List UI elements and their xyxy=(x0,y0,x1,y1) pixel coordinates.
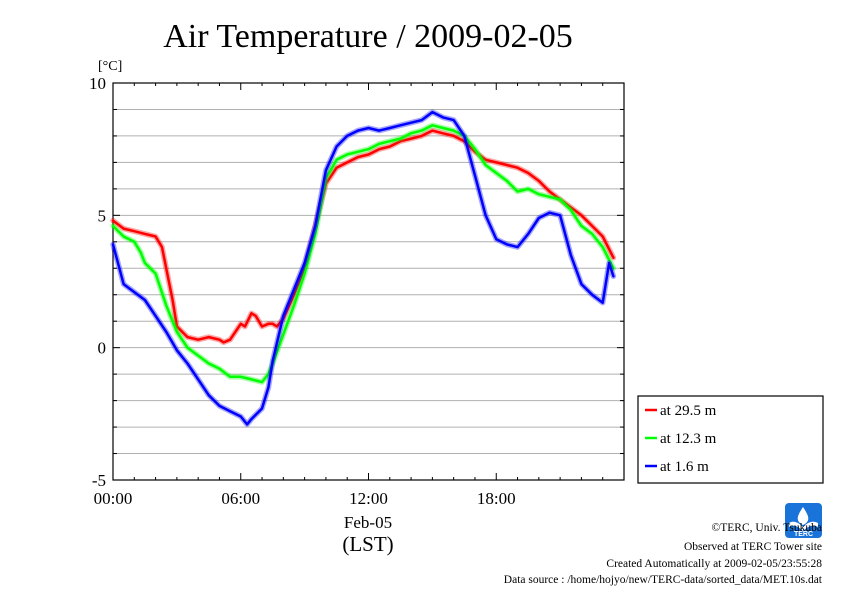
x-tick-label: 18:00 xyxy=(477,489,516,508)
footer-created: Created Automatically at 2009-02-05/23:5… xyxy=(606,558,822,570)
footer-source: Data source : /home/hojyo/new/TERC-data/… xyxy=(504,574,823,586)
footer-credits: ©TERC, Univ. Tsukuba Observed at TERC To… xyxy=(504,522,823,586)
axis-ticks: -5 0 5 10 00:00 06:00 12:00 18:00 xyxy=(89,74,625,508)
x-axis-date-label: Feb-05 xyxy=(344,513,392,532)
series-line xyxy=(111,110,615,426)
x-axis-title: (LST) xyxy=(342,532,393,556)
series-line-halo xyxy=(110,122,617,385)
y-tick-label: -5 xyxy=(92,471,106,490)
y-tick-label: 10 xyxy=(89,74,106,93)
wave-icon xyxy=(789,521,818,531)
series-line xyxy=(111,124,615,384)
logo-text: TERC xyxy=(794,531,813,538)
legend: at 29.5 m at 12.3 m at 1.6 m xyxy=(637,395,824,484)
x-tick-label: 06:00 xyxy=(221,489,260,508)
terc-logo: TERC xyxy=(785,503,822,538)
footer-site: Observed at TERC Tower site xyxy=(684,541,822,553)
footer-copyright: ©TERC, Univ. Tsukuba xyxy=(712,522,822,534)
y-tick-label: 0 xyxy=(98,339,107,358)
water-drop-icon xyxy=(797,507,809,525)
y-tick-label: 5 xyxy=(98,206,107,225)
y-axis-unit-label: [°C] xyxy=(98,59,122,74)
chart-title: Air Temperature / 2009-02-05 xyxy=(163,18,573,55)
legend-label: at 1.6 m xyxy=(660,459,709,475)
series-lines xyxy=(110,109,617,428)
legend-label: at 12.3 m xyxy=(660,431,717,447)
grid-lines xyxy=(113,108,624,455)
legend-label: at 29.5 m xyxy=(660,403,717,419)
x-tick-label: 00:00 xyxy=(94,489,133,508)
plot-area-frame xyxy=(112,82,625,481)
x-tick-label: 12:00 xyxy=(349,489,388,508)
legend-box xyxy=(637,395,824,484)
